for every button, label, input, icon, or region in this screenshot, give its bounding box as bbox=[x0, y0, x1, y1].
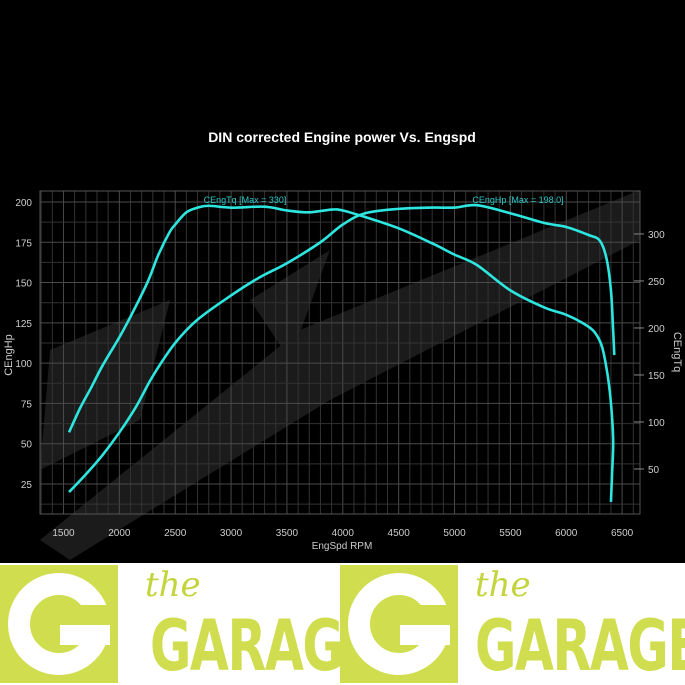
y-right-tick-label: 150 bbox=[648, 371, 665, 382]
x-tick-label: 4500 bbox=[388, 528, 411, 539]
dyno-chart: DIN corrected Engine power Vs. Engspd En… bbox=[3, 129, 683, 560]
y-left-tick-label: 125 bbox=[15, 319, 32, 330]
x-tick-label: 6000 bbox=[555, 528, 578, 539]
garage-banner: the GARAGE the GARAGE bbox=[0, 563, 685, 685]
y-left-tick-label: 100 bbox=[15, 359, 32, 370]
x-tick-label: 2000 bbox=[108, 528, 131, 539]
y-left-tick-label: 25 bbox=[21, 480, 33, 491]
series-line-cengtq bbox=[67, 204, 615, 502]
y-left-axis-label: CEngHp bbox=[3, 334, 15, 376]
logo-the: the bbox=[145, 565, 201, 605]
y-left-tick-label: 175 bbox=[15, 238, 32, 249]
y-left-tick-label: 200 bbox=[15, 198, 32, 209]
series-label-torque: CEngTq [Max = 330] bbox=[204, 195, 287, 205]
g-wrench-icon bbox=[340, 565, 458, 683]
y-right-tick-label: 50 bbox=[648, 465, 660, 476]
y-right-axis-label: CEngTq bbox=[671, 332, 683, 372]
x-axis-label: EngSpd RPM bbox=[312, 541, 373, 552]
chart-title: DIN corrected Engine power Vs. Engspd bbox=[208, 129, 476, 145]
grid bbox=[40, 191, 640, 514]
y-right-tick-label: 100 bbox=[648, 418, 665, 429]
x-tick-label: 2500 bbox=[164, 528, 187, 539]
y-left-tick-label: 75 bbox=[21, 399, 33, 410]
x-tick-label: 4000 bbox=[332, 528, 355, 539]
y-right-tick-label: 250 bbox=[648, 277, 665, 288]
logo-the: the bbox=[475, 565, 531, 605]
y-right-tick-label: 200 bbox=[648, 324, 665, 335]
y-right-tick-label: 300 bbox=[648, 230, 665, 241]
series-line-cenghp bbox=[68, 203, 616, 493]
logo-garage: GARAGE bbox=[150, 605, 377, 685]
plot-frame bbox=[39, 190, 641, 515]
x-tick-label: 3500 bbox=[276, 528, 299, 539]
logo-garage: GARAGE bbox=[475, 605, 685, 685]
series-label-power: CEngHp [Max = 198.0] bbox=[472, 195, 563, 205]
series-lines bbox=[67, 203, 616, 502]
x-tick-label: 5000 bbox=[443, 528, 466, 539]
y-left-tick-label: 50 bbox=[21, 440, 33, 451]
tick-labels: 1500 2000 2500 3000 3500 4000 4500 5000 5500 6000… bbox=[15, 198, 665, 539]
x-tick-label: 5500 bbox=[499, 528, 522, 539]
g-wrench-icon bbox=[0, 565, 118, 683]
x-tick-label: 3000 bbox=[220, 528, 243, 539]
x-tick-label: 1500 bbox=[52, 528, 75, 539]
x-tick-label: 6500 bbox=[611, 528, 634, 539]
y-left-tick-label: 150 bbox=[15, 279, 32, 290]
